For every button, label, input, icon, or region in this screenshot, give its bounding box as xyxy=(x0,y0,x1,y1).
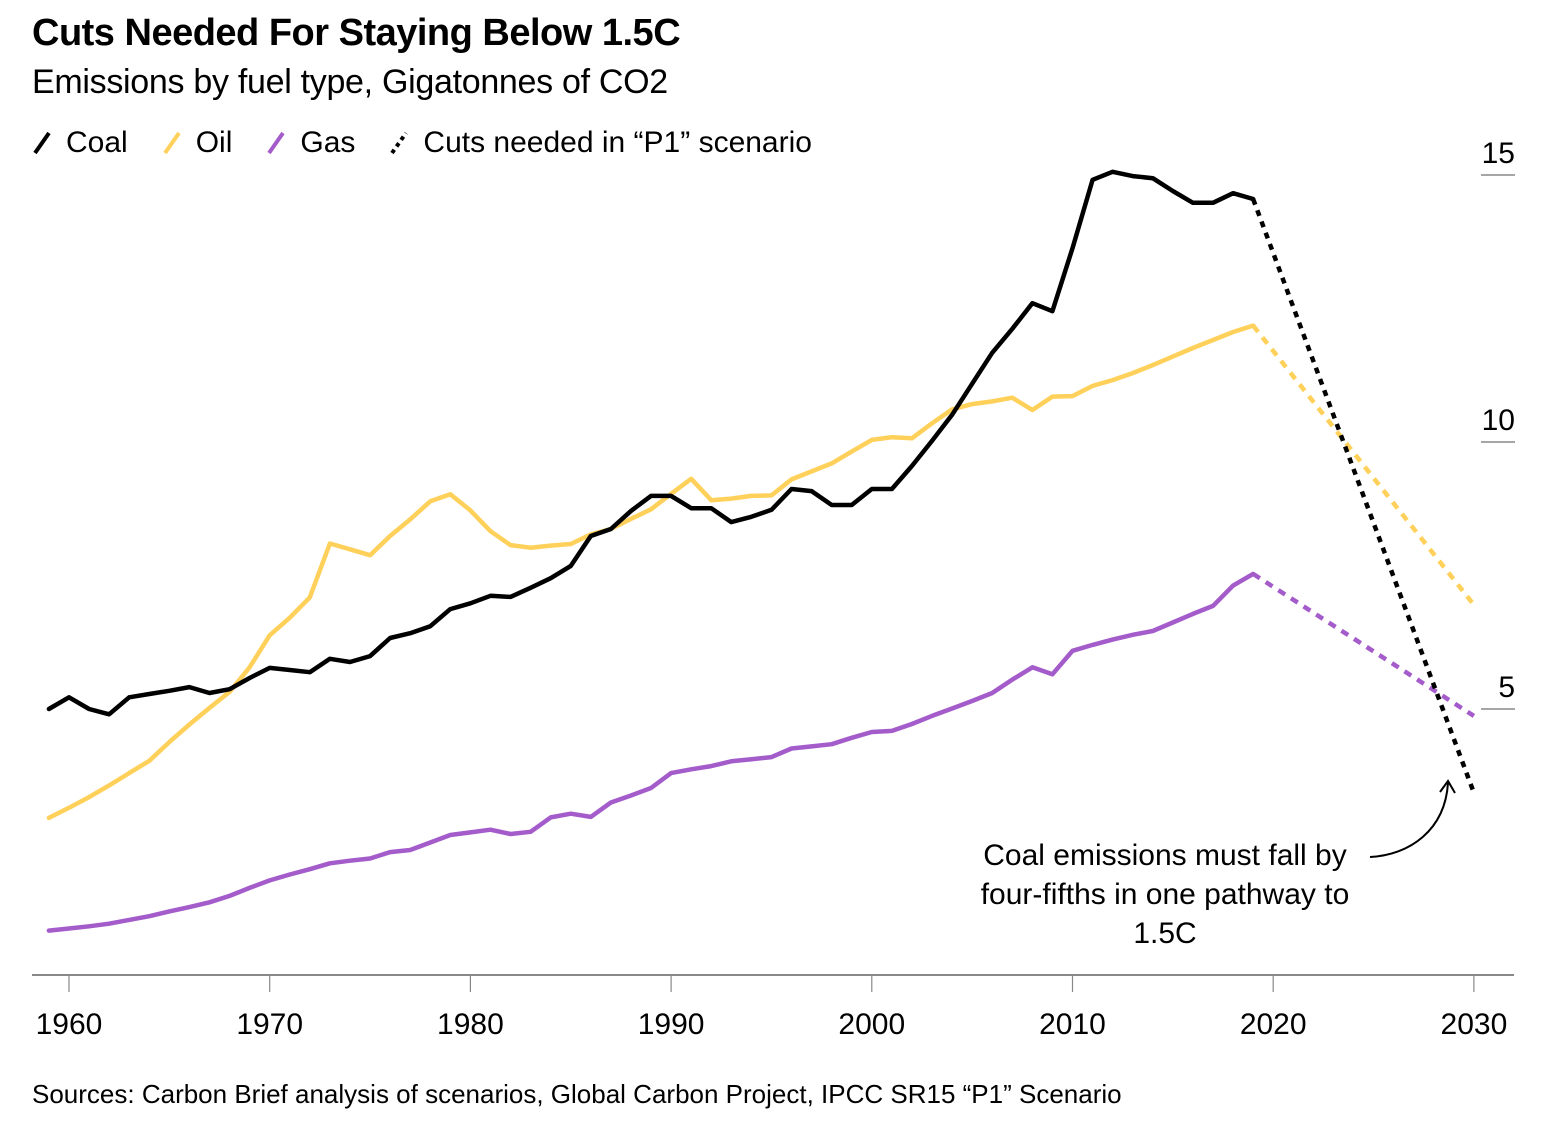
y-axis: 5 10 15 xyxy=(1481,137,1515,710)
oil-line xyxy=(46,323,1256,821)
gas-line-swatch-icon xyxy=(267,131,286,155)
gas-p1-projection-line xyxy=(1251,572,1476,718)
x-tick-label: 1970 xyxy=(236,1008,303,1041)
oil-p1-projection-line xyxy=(1251,324,1476,607)
legend-item-gas: Gas xyxy=(266,126,355,160)
annotation-arrow-icon xyxy=(1369,782,1449,858)
chart-subtitle: Emissions by fuel type, Gigatonnes of CO… xyxy=(32,63,668,101)
legend-label-oil: Oil xyxy=(195,126,233,159)
oil-line-swatch-icon xyxy=(163,131,181,155)
annotation-arrowhead-icon xyxy=(1439,779,1456,794)
coal-line xyxy=(46,169,1256,717)
y-tick-label: 5 xyxy=(1498,671,1515,704)
legend-item-coal: Coal xyxy=(32,126,128,160)
source-note: Sources: Carbon Brief analysis of scenar… xyxy=(32,1079,1122,1109)
chart-title: Cuts Needed For Staying Below 1.5C xyxy=(32,12,681,54)
legend-item-p1-cuts: Cuts needed in “P1” scenario xyxy=(389,126,812,160)
coal-line-swatch-icon xyxy=(33,131,51,155)
annotation-text: Coal emissions must fall by four-fifths … xyxy=(980,839,1350,950)
x-tick-label: 1990 xyxy=(638,1008,705,1041)
x-axis: 1960 1970 1980 1990 2000 2010 2020 2030 xyxy=(32,974,1514,1041)
x-tick-label: 2030 xyxy=(1441,1008,1508,1041)
series-group xyxy=(46,169,1477,933)
y-tick-label: 10 xyxy=(1482,404,1515,437)
y-tick-label: 15 xyxy=(1482,137,1515,170)
coal-p1-projection-line xyxy=(1251,198,1477,794)
x-tick-label: 2020 xyxy=(1240,1008,1307,1041)
legend-label-coal: Coal xyxy=(66,126,128,159)
legend: Coal Oil Gas Cuts needed in “P1” scenari… xyxy=(32,126,846,160)
legend-label-gas: Gas xyxy=(300,126,356,159)
x-tick-label: 1980 xyxy=(437,1008,504,1041)
legend-item-oil: Oil xyxy=(162,126,233,160)
x-tick-label: 2000 xyxy=(838,1008,905,1041)
legend-label-p1-cuts: Cuts needed in “P1” scenario xyxy=(423,126,812,159)
gas-line xyxy=(46,571,1256,933)
x-tick-label: 2010 xyxy=(1039,1008,1106,1041)
x-tick-label: 1960 xyxy=(36,1008,103,1041)
